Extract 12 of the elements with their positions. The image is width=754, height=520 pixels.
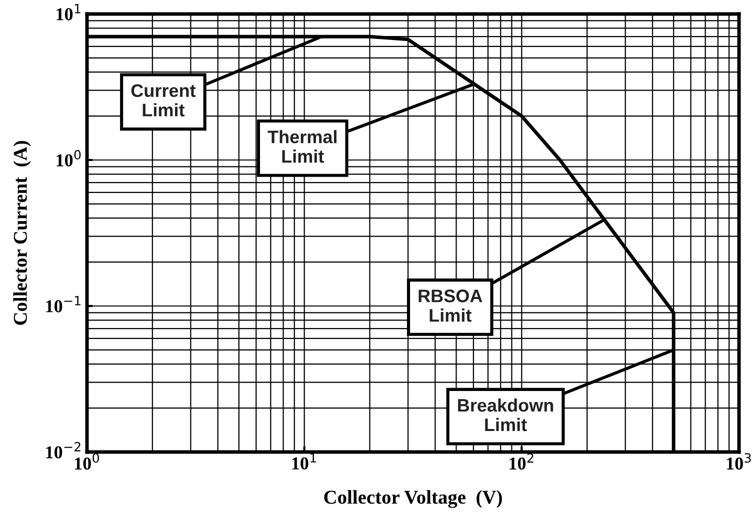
annotation: Breakdown Limit [458, 398, 554, 432]
annotation: Current Limit [131, 84, 196, 116]
x-axis-title: Collector Voltage (V) [324, 490, 502, 508]
x-tick-label: 10$^{2}$ [510, 453, 534, 470]
y-axis-title: Collector Current (A) [13, 141, 31, 325]
annotation: RBSOA Limit [418, 290, 482, 322]
annotation: Thermal Limit [268, 130, 336, 163]
y-tick-label: 10$^{1}$ [56, 4, 80, 20]
y-tick-label: 10$^{0}$ [56, 150, 81, 166]
y-tick-label: 10$^{−1}$ [46, 296, 80, 312]
x-tick-label: 10$^{3}$ [726, 453, 751, 470]
x-tick-label: 10$^{1}$ [292, 453, 316, 470]
